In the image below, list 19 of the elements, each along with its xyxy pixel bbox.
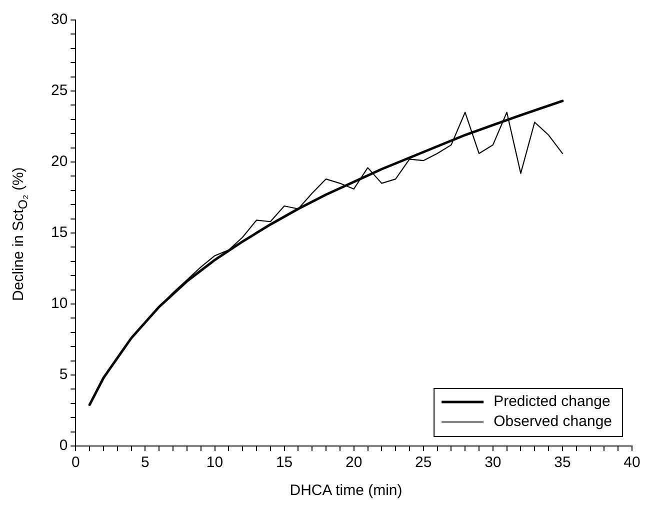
y-tick-label: 0 (59, 437, 68, 454)
x-tick-label: 0 (72, 454, 80, 472)
x-tick-label: 15 (276, 454, 293, 472)
x-tick-label: 5 (141, 454, 150, 472)
y-tick-label: 5 (59, 366, 68, 384)
x-axis-title: DHCA time (min) (288, 482, 404, 499)
x-tick-label: 25 (415, 454, 432, 472)
x-tick-label: 40 (624, 454, 640, 472)
y-tick-label: 15 (50, 224, 68, 242)
y-tick-label: 25 (50, 82, 68, 100)
y-tick-label: 30 (50, 11, 68, 28)
y-tick-label: 10 (50, 295, 68, 312)
legend-label: Predicted change (494, 393, 610, 410)
x-tick-label: 10 (206, 454, 224, 472)
x-tick-label: 30 (484, 454, 502, 472)
x-tick-label: 35 (554, 454, 571, 472)
y-tick-label: 20 (50, 153, 68, 170)
legend-label: Observed change (494, 413, 612, 430)
x-tick-label: 20 (346, 454, 362, 472)
